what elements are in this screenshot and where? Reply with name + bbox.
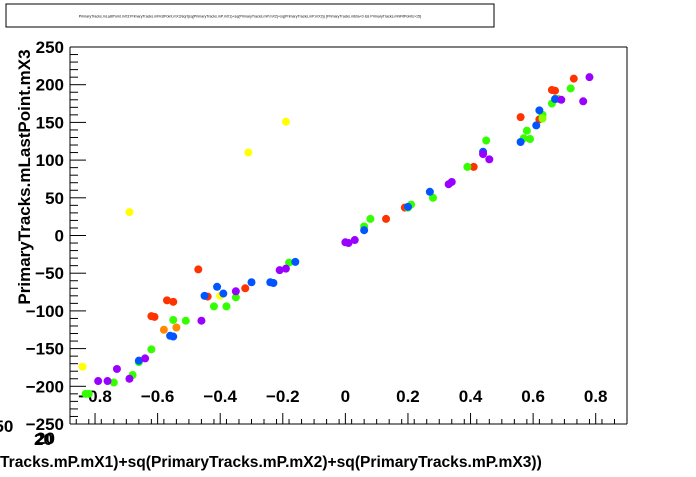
data-point <box>291 257 300 266</box>
data-point <box>463 162 472 171</box>
x-tick-label: 0.8 <box>584 387 608 406</box>
y-tick-label: −100 <box>26 302 64 321</box>
x-tick-label: 0.4 <box>459 387 483 406</box>
data-point <box>360 226 369 235</box>
data-point <box>269 279 278 288</box>
x-tick-label: −0.2 <box>266 387 300 406</box>
data-point <box>485 155 494 164</box>
x-tick-label: −0.4 <box>203 387 237 406</box>
data-point <box>428 193 437 202</box>
data-point <box>535 106 544 115</box>
data-point <box>109 378 118 387</box>
data-point <box>532 121 541 130</box>
data-point <box>169 315 178 324</box>
data-point <box>285 258 294 267</box>
y-tick-label: 150 <box>36 113 64 132</box>
data-point <box>169 297 178 306</box>
data-point <box>103 377 112 386</box>
data-point <box>247 278 256 287</box>
x-axis-ticks <box>75 413 615 424</box>
y-axis-ticks <box>70 46 86 425</box>
data-point <box>141 354 150 363</box>
y-axis-label: PrimaryTracks.mLastPoint.mX3 <box>15 49 34 304</box>
data-point <box>382 214 391 223</box>
data-point <box>538 114 547 123</box>
data-point <box>516 113 525 122</box>
data-point <box>112 364 121 373</box>
data-point <box>241 284 250 293</box>
data-point <box>125 374 134 383</box>
data-point <box>447 177 456 186</box>
x-tick-label: −0.6 <box>141 387 175 406</box>
data-point <box>172 323 181 332</box>
x-axis-tick-labels: −0.8 −0.6 −0.4 −0.2 0 0.2 0.4 0.6 0.8 <box>78 387 607 406</box>
data-point <box>579 97 588 106</box>
data-point <box>94 377 103 386</box>
y-tick-label: −50 <box>35 264 64 283</box>
data-point <box>125 208 134 217</box>
data-point <box>350 236 359 245</box>
data-point <box>557 95 566 104</box>
data-point <box>169 332 178 341</box>
data-point <box>181 316 190 325</box>
data-point <box>281 264 290 273</box>
plot-frame <box>69 46 628 425</box>
data-point <box>425 187 434 196</box>
data-point <box>281 117 290 126</box>
data-point <box>209 302 218 311</box>
title-box <box>5 3 495 28</box>
data-point <box>200 291 209 300</box>
data-point <box>551 86 560 95</box>
data-point <box>585 73 594 82</box>
y-tick-label: 250 <box>36 38 64 57</box>
data-point <box>84 389 93 398</box>
data-point <box>194 265 203 274</box>
x-tick-label: 0 <box>341 387 350 406</box>
chart-title: PrimaryTracks.mLastPoint.mX3:PrimaryTrac… <box>79 15 422 19</box>
data-point <box>231 293 240 302</box>
data-point <box>150 312 159 321</box>
data-point <box>219 289 228 298</box>
x-tick-label: 0.2 <box>396 387 420 406</box>
data-point <box>551 95 560 104</box>
data-point <box>479 150 488 159</box>
data-points <box>78 73 594 398</box>
x-tick-label: 0.6 <box>521 387 545 406</box>
data-point <box>213 282 222 291</box>
y-tick-label: 0 <box>55 227 64 246</box>
stray-label-top: y$250 <box>0 417 13 436</box>
y-tick-label: −150 <box>26 340 64 359</box>
y-tick-label: 100 <box>36 151 64 170</box>
data-point <box>222 302 231 311</box>
data-point <box>231 287 240 296</box>
data-point <box>244 148 253 157</box>
data-point <box>566 84 575 93</box>
data-point <box>134 356 143 365</box>
y-tick-label: −200 <box>26 377 64 396</box>
stray-label-bottom: 20 <box>34 430 53 449</box>
y-axis-tick-labels: −250 −200 −150 −100 −50 0 50 100 150 200 250 <box>26 38 64 434</box>
data-point <box>197 316 206 325</box>
data-point <box>516 138 525 147</box>
data-point <box>569 74 578 83</box>
y-tick-label: 50 <box>45 189 64 208</box>
data-point <box>78 362 87 371</box>
data-point <box>344 239 353 248</box>
data-point <box>159 325 168 334</box>
data-point <box>163 296 172 305</box>
data-point <box>147 345 156 354</box>
data-point <box>522 126 531 135</box>
data-point <box>366 214 375 223</box>
x-axis-label: Tracks.mP.mX1)+sq(PrimaryTracks.mP.mX2)+… <box>0 454 542 471</box>
stray-label-bottom-overlap: 20 <box>36 429 55 448</box>
y-tick-label: −250 <box>26 415 64 434</box>
data-point <box>275 266 284 275</box>
data-point <box>469 162 478 171</box>
data-point <box>525 134 534 143</box>
y-tick-label: 200 <box>36 76 64 95</box>
data-point <box>403 202 412 211</box>
data-point <box>482 136 491 145</box>
